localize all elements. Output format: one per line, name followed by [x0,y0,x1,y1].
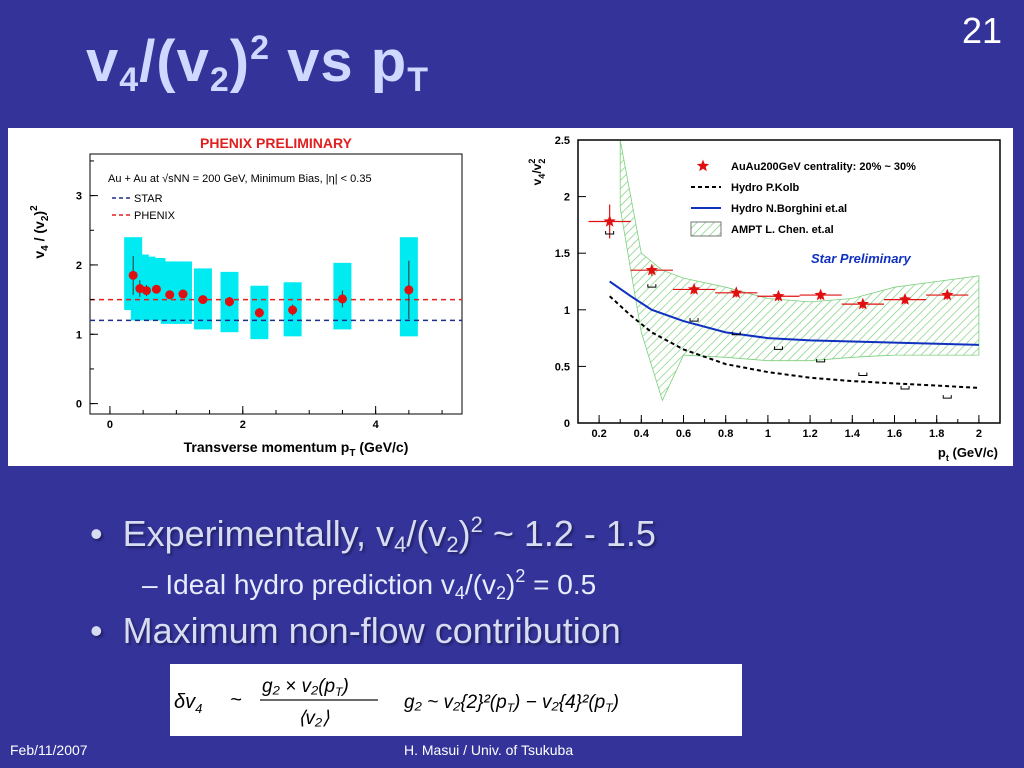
data-star [645,263,658,276]
legend-star [696,159,710,172]
systematic-bracket [605,230,615,235]
systematic-bracket [731,331,741,336]
phenix-chart-panel: PHENIX PRELIMINARY 0 2 4 0 1 2 3 Au + Au at √sNN… [8,128,511,466]
systematic-bracket [942,395,952,399]
data-star [603,215,616,227]
y-tick-label: 3 [76,191,82,203]
x-tick-label: 1.4 [845,428,861,440]
nonflow-formula: δv4 ~ g₂ × v₂(pT) ⟨v₂⟩ g₂ ~ v₂{2}²(pT) −… [170,664,742,736]
data-point [337,294,347,304]
y-tick-label: 1 [564,305,570,317]
data-star [772,289,785,302]
bullet-experimental: • Experimentally, v4/(v2)2 ~ 1.2 - 1.5 [90,512,656,557]
systematic-bracket [773,346,783,350]
y-tick-label: 1.5 [555,248,570,260]
data-star [687,282,701,295]
legend-band [690,221,722,237]
legend-label: Hydro P.Kolb [731,182,800,194]
y-axis-label: v4/v22 [527,159,547,186]
systematic-bracket [900,386,910,390]
hydro-borghini-line [609,280,979,346]
bullet-nonflow: • Maximum non-flow contribution [90,610,621,651]
data-point [225,297,234,307]
legend-label: PHENIX [134,210,176,222]
formula-numerator: g₂ × v₂(pT) [262,676,349,699]
bullet-list: • Experimentally, v4/(v2)2 ~ 1.2 - 1.5 –… [90,512,990,652]
x-axis-label: Transverse momentum pT (GeV/c) [184,439,409,459]
y-tick-label: 2 [564,192,570,204]
data-star [856,297,869,310]
formula-tilde: ~ [230,689,242,711]
y-axis-label: v4 / (v2)2 [29,205,51,259]
data-point [151,284,161,294]
systematic-bracket [647,284,657,288]
data-point [288,305,298,315]
y-tick-label: 2 [76,260,82,272]
footer-author: H. Masui / Univ. of Tsukuba [404,742,574,758]
data-point [165,290,175,300]
y-tick-label: 2.5 [555,135,570,147]
x-tick-label: 2 [976,428,982,440]
star-preliminary-label: Star Preliminary [811,251,911,266]
data-star [898,293,912,305]
star-chart: 0.2 0.4 0.6 0.8 1 1.2 1.4 1.6 1.8 2 0 0.5 1 1.5 2 2.5 Au… [527,135,1001,463]
x-tick-label: 0.6 [676,428,691,440]
ampt-band [619,140,980,402]
phenix-chart: PHENIX PRELIMINARY 0 2 4 0 1 2 3 Au + Au at √sNN… [29,135,463,459]
data-point [254,308,264,318]
data-point [404,285,414,295]
systematic-bracket [689,318,699,322]
chart-title: PHENIX PRELIMINARY [200,135,353,151]
legend-label: STAR [134,193,163,205]
x-tick-label: 1.2 [802,428,817,440]
y-tick-label: 0 [76,399,82,411]
formula-denominator: ⟨v₂⟩ [298,708,330,729]
x-tick-label: 1 [765,428,771,440]
data-star [814,288,827,301]
star-chart-panel: 0.2 0.4 0.6 0.8 1 1.2 1.4 1.6 1.8 2 0 0.5 1 1.5 2 2.5 Au… [511,128,1013,466]
x-tick-label: 2 [240,419,246,431]
legend-label: AMPT L. Chen. et.al [731,224,834,236]
systematic-bracket [858,372,868,376]
y-tick-label: 0.5 [555,361,570,373]
footer-date: Feb/11/2007 [10,742,88,758]
legend-label: AuAu200GeV centrality: 20% ~ 30% [731,161,916,173]
systematic-bracket [816,358,826,363]
y-tick-label: 0 [564,418,570,430]
formula-rhs: g₂ ~ v₂{2}²(pT) − v₂{4}²(pT) [404,692,619,715]
x-tick-label: 1.8 [929,428,944,440]
data-star [941,288,954,301]
data-point [178,289,188,299]
sub-bullet-hydro: – Ideal hydro prediction v4/(v2)2 = 0.5 [142,566,597,603]
y-tick-label: 1 [76,329,82,341]
data-point [198,295,208,305]
formula-lhs: δv4 [174,691,202,716]
chart-annotation: Au + Au at √sNN = 200 GeV, Minimum Bias,… [108,173,372,185]
x-tick-label: 0.2 [591,428,606,440]
x-axis-label: pt (GeV/c) [938,445,998,463]
data-point [141,286,151,296]
legend-label: Hydro N.Borghini et.al [731,203,847,215]
slide-number: 21 [961,10,1002,51]
data-point [128,270,138,280]
x-tick-label: 0 [107,419,113,431]
x-tick-label: 4 [373,419,380,431]
data-star [730,286,743,299]
x-tick-label: 0.4 [634,428,650,440]
slide-title: v4/(v2)2 vs pT [86,29,429,99]
x-tick-label: 0.8 [718,428,733,440]
x-tick-label: 1.6 [887,428,902,440]
